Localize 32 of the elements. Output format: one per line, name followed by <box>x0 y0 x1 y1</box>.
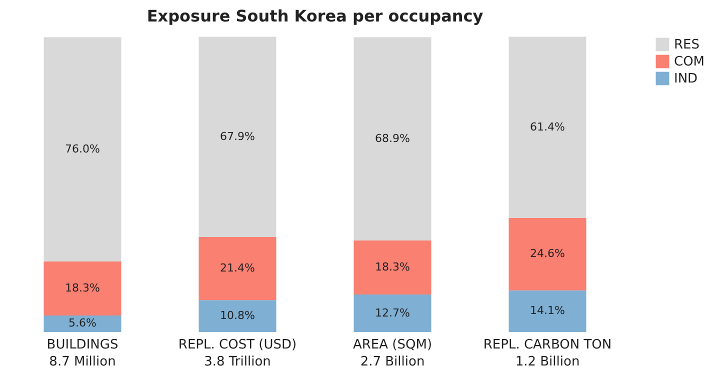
bar <box>508 36 586 218</box>
legend-label: IND <box>674 72 698 86</box>
data-label: 14.1% <box>530 304 565 318</box>
x-tick-label: AREA (SQM) 2.7 Billion <box>352 338 432 370</box>
bar <box>354 240 432 295</box>
bar <box>354 37 432 241</box>
data-label: 68.9% <box>375 132 410 145</box>
bar <box>44 261 122 316</box>
data-label: 12.7% <box>375 306 410 320</box>
bar <box>198 36 276 238</box>
x-tick-label: BUILDINGS 8.7 Million <box>46 338 118 370</box>
data-label: 5.6% <box>68 316 96 330</box>
bar <box>44 37 122 262</box>
bar <box>44 315 122 332</box>
data-label: 18.3% <box>65 281 100 294</box>
x-tick-label: REPL. CARBON TON 1.2 Billion <box>483 338 612 370</box>
data-label: 21.4% <box>220 262 255 275</box>
bar <box>354 294 432 332</box>
legend-label: COM <box>674 54 705 70</box>
bar <box>508 218 586 290</box>
data-label: 24.6% <box>530 247 565 260</box>
x-tick-label: REPL. COST (USD) 3.8 Trillion <box>178 338 297 370</box>
legend-label: RES <box>674 38 700 52</box>
data-label: 18.3% <box>375 260 410 274</box>
bar <box>508 290 586 332</box>
data-label: 61.4% <box>530 120 565 134</box>
chart-title: Exposure South Korea per occupancy <box>146 6 484 26</box>
bar <box>198 237 276 300</box>
data-label: 67.9% <box>220 130 255 143</box>
data-label: 76.0% <box>65 142 100 156</box>
data-label: 10.8% <box>220 309 255 322</box>
bar <box>198 300 276 332</box>
